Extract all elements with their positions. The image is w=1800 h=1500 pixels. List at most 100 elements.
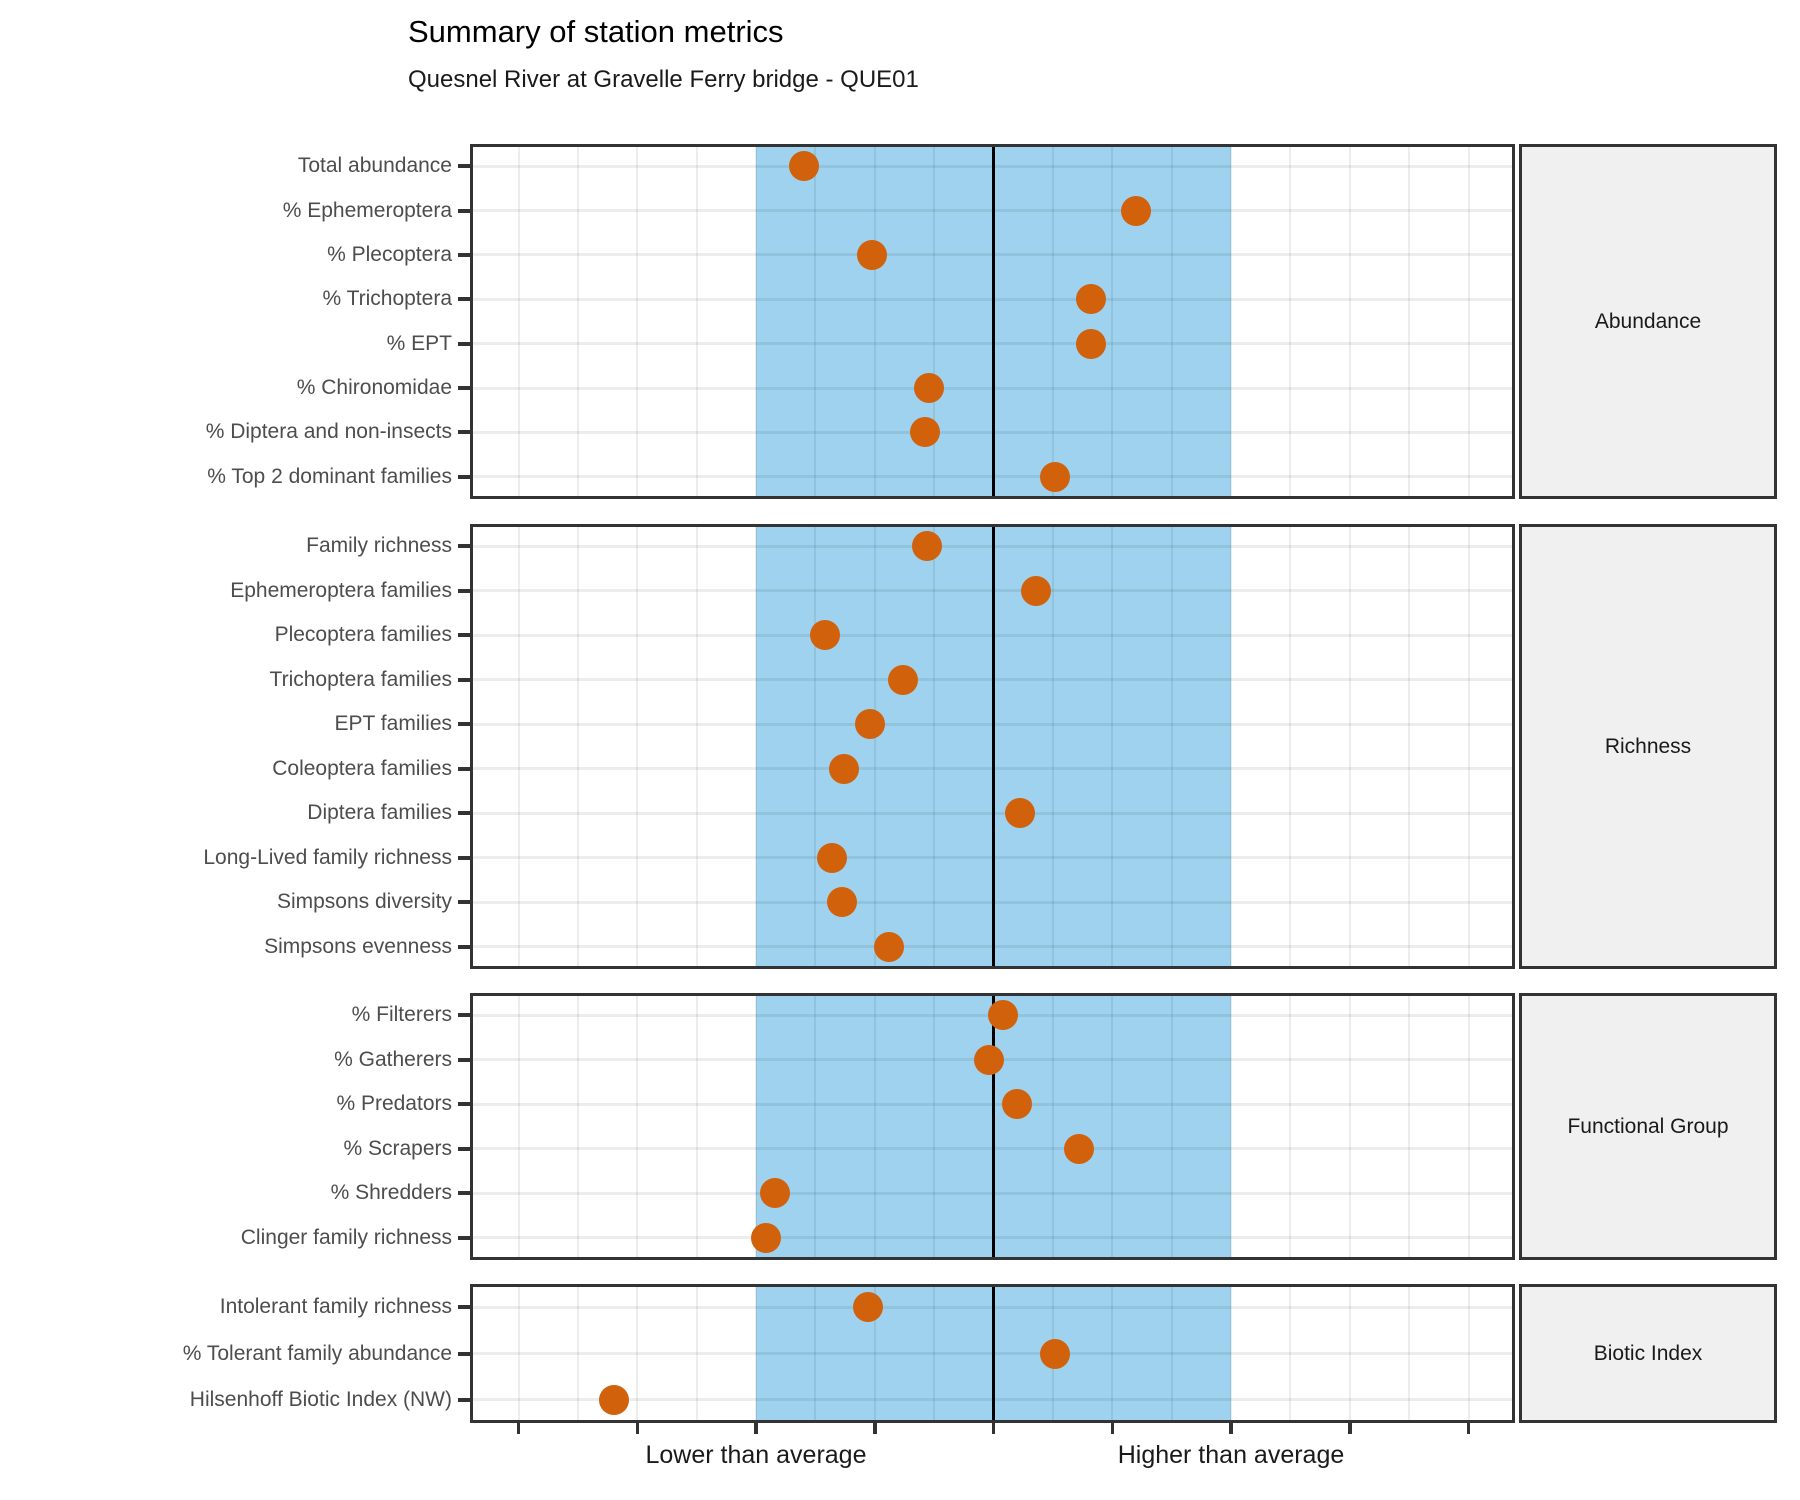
grid-line-vertical bbox=[1408, 1284, 1411, 1423]
grid-line-vertical bbox=[636, 1284, 639, 1423]
facet-strip-functional-group: Functional Group bbox=[1519, 993, 1777, 1260]
y-axis-tick bbox=[458, 474, 470, 479]
y-axis-tick bbox=[458, 1235, 470, 1240]
grid-line-vertical bbox=[1170, 993, 1173, 1260]
point-trichoptera bbox=[1075, 284, 1106, 315]
point-plecoptera-families bbox=[809, 620, 840, 651]
average-line bbox=[991, 1284, 996, 1423]
row-label-predators: % Predators bbox=[336, 1092, 452, 1116]
y-axis-tick bbox=[458, 430, 470, 435]
row-label-simpsons-evenness: Simpsons evenness bbox=[264, 934, 452, 958]
grid-line-vertical bbox=[576, 1284, 579, 1423]
grid-line-vertical bbox=[933, 993, 936, 1260]
grid-line-vertical bbox=[814, 144, 817, 499]
y-axis-tick bbox=[458, 1102, 470, 1107]
chart-subtitle: Quesnel River at Gravelle Ferry bridge -… bbox=[408, 66, 919, 93]
row-label-tolerant-family-abundance: % Tolerant family abundance bbox=[182, 1341, 452, 1365]
grid-line-vertical bbox=[1348, 524, 1351, 969]
row-label-diptera-and-non-insects: % Diptera and non-insects bbox=[205, 420, 452, 444]
grid-line-vertical bbox=[1230, 993, 1232, 1260]
y-axis-tick bbox=[458, 811, 470, 816]
row-label-trichoptera-families: Trichoptera families bbox=[269, 667, 452, 691]
facet-strip-richness: Richness bbox=[1519, 524, 1777, 969]
facet-strip-label: Abundance bbox=[1594, 309, 1702, 333]
point-intolerant-family-richness bbox=[852, 1292, 883, 1323]
grid-line-vertical bbox=[873, 993, 876, 1260]
row-label-trichoptera: % Trichoptera bbox=[322, 287, 452, 311]
grid-line-vertical bbox=[1289, 1284, 1292, 1423]
grid-line-vertical bbox=[814, 993, 817, 1260]
point-trichoptera-families bbox=[888, 664, 919, 695]
row-label-coleoptera-families: Coleoptera families bbox=[272, 756, 452, 780]
y-axis-tick bbox=[458, 297, 470, 302]
point-plecoptera bbox=[857, 239, 888, 270]
grid-line-vertical bbox=[1467, 524, 1470, 969]
y-axis-tick bbox=[458, 1057, 470, 1062]
grid-line-vertical bbox=[576, 144, 579, 499]
x-axis-tick bbox=[516, 1423, 521, 1434]
point-clinger-family-richness bbox=[750, 1222, 781, 1253]
grid-line-vertical bbox=[1111, 144, 1114, 499]
grid-line-vertical bbox=[636, 144, 639, 499]
row-label-gatherers: % Gatherers bbox=[334, 1047, 452, 1071]
row-label-top-2-dominant-families: % Top 2 dominant families bbox=[207, 464, 452, 488]
y-axis-tick bbox=[458, 1351, 470, 1356]
grid-line-vertical bbox=[1111, 1284, 1114, 1423]
y-axis-tick bbox=[458, 386, 470, 391]
x-axis-tick bbox=[635, 1423, 639, 1434]
y-axis-tick bbox=[458, 544, 470, 549]
point-family-richness bbox=[912, 531, 942, 562]
point-diptera-families bbox=[1004, 798, 1035, 829]
grid-line-vertical bbox=[1051, 524, 1054, 969]
average-line bbox=[991, 993, 996, 1260]
grid-line-vertical bbox=[933, 144, 936, 499]
row-label-family-richness: Family richness bbox=[306, 534, 452, 558]
grid-line-vertical bbox=[873, 1284, 876, 1423]
x-axis-tick bbox=[991, 1423, 996, 1434]
grid-line-vertical bbox=[1467, 993, 1470, 1260]
grid-line-vertical bbox=[755, 524, 757, 969]
grid-line-vertical bbox=[1111, 524, 1114, 969]
chart-title: Summary of station metrics bbox=[408, 14, 784, 49]
grid-line-vertical bbox=[1408, 144, 1411, 499]
grid-line-vertical bbox=[517, 524, 520, 969]
y-axis-tick bbox=[458, 1397, 470, 1402]
x-axis-label-lower: Lower than average bbox=[645, 1441, 867, 1469]
row-label-ept-families: EPT families bbox=[334, 712, 452, 736]
grid-line-vertical bbox=[517, 144, 520, 499]
point-top-2-dominant-families bbox=[1040, 461, 1071, 492]
grid-line-vertical bbox=[1170, 1284, 1173, 1423]
row-label-ephemeroptera-families: Ephemeroptera families bbox=[230, 578, 452, 602]
y-axis-tick bbox=[458, 944, 470, 949]
grid-line-vertical bbox=[1348, 144, 1351, 499]
x-axis-tick bbox=[754, 1423, 758, 1434]
row-label-long-lived-family-richness: Long-Lived family richness bbox=[203, 845, 452, 869]
grid-line-vertical bbox=[814, 524, 817, 969]
y-axis-tick bbox=[458, 766, 470, 771]
y-axis-tick bbox=[458, 252, 470, 257]
y-axis-tick bbox=[458, 900, 470, 905]
row-label-simpsons-diversity: Simpsons diversity bbox=[276, 890, 452, 914]
point-ept-families bbox=[855, 709, 885, 740]
point-gatherers bbox=[973, 1044, 1004, 1075]
row-label-ephemeroptera: % Ephemeroptera bbox=[282, 198, 452, 222]
point-coleoptera-families bbox=[828, 753, 859, 784]
point-filterers bbox=[988, 1000, 1018, 1031]
panel-richness bbox=[470, 524, 1515, 969]
y-axis-tick bbox=[458, 1191, 470, 1196]
y-axis-tick bbox=[458, 633, 470, 638]
grid-line-vertical bbox=[517, 1284, 520, 1423]
point-ephemeroptera-families bbox=[1021, 575, 1052, 606]
facet-strip-abundance: Abundance bbox=[1519, 144, 1777, 499]
point-shredders bbox=[760, 1178, 790, 1209]
y-axis-tick bbox=[458, 722, 470, 727]
panel-biotic-index bbox=[470, 1284, 1515, 1423]
grid-line-vertical bbox=[755, 144, 757, 499]
grid-line-vertical bbox=[636, 993, 639, 1260]
grid-line-vertical bbox=[636, 524, 639, 969]
row-label-total-abundance: Total abundance bbox=[297, 154, 452, 178]
row-label-hilsenhoff-biotic-index-nw: Hilsenhoff Biotic Index (NW) bbox=[189, 1387, 452, 1411]
grid-line-vertical bbox=[1230, 524, 1232, 969]
x-axis-tick bbox=[1229, 1423, 1233, 1434]
x-axis-tick bbox=[873, 1423, 877, 1434]
